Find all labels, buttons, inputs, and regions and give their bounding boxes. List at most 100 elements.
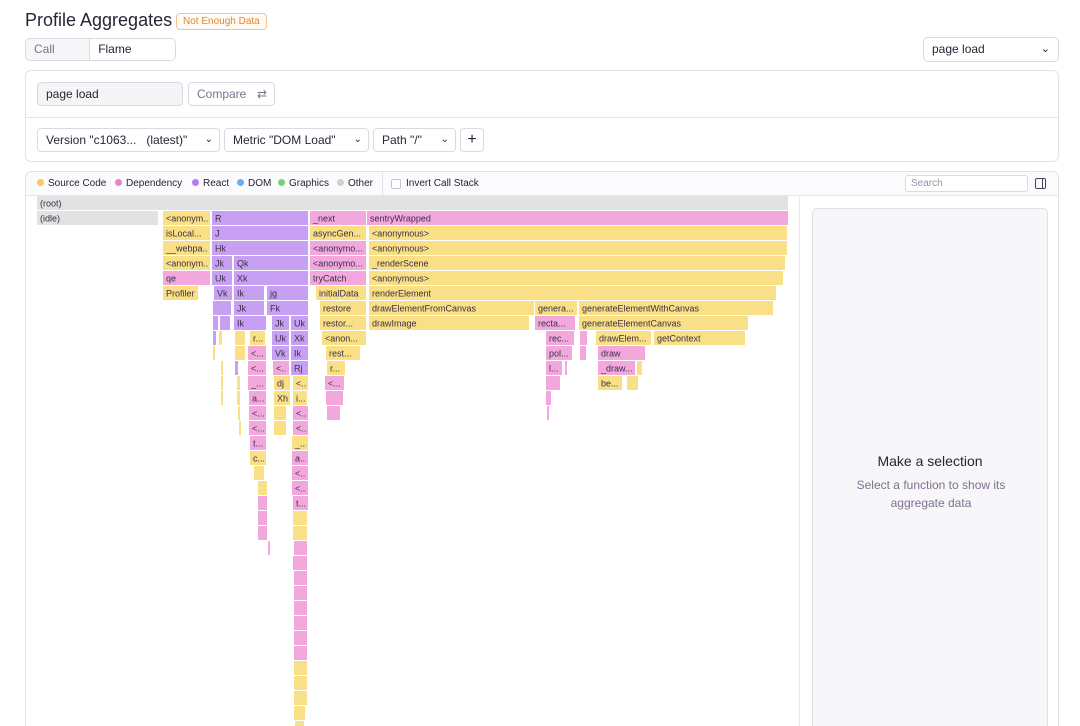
flame-frame-rect[interactable] bbox=[254, 466, 264, 480]
flame-frame[interactable] bbox=[326, 391, 343, 405]
flame-frame[interactable]: Uk bbox=[291, 316, 308, 330]
flame-frame[interactable] bbox=[327, 406, 340, 420]
flame-frame[interactable] bbox=[546, 376, 560, 390]
flame-frame-rect[interactable] bbox=[292, 481, 308, 495]
flame-frame[interactable]: dj bbox=[274, 376, 290, 390]
flame-frame-rect[interactable] bbox=[294, 646, 307, 660]
flame-frame[interactable]: Ik bbox=[291, 346, 308, 360]
flame-frame-rect[interactable] bbox=[234, 301, 264, 315]
flame-graph[interactable]: (root) (idle) <anonym... R _next sentryWrappe… bbox=[26, 196, 796, 726]
flame-frame-rect[interactable] bbox=[235, 346, 245, 360]
flame-frame-rect[interactable] bbox=[367, 211, 788, 225]
flame-frame-rect[interactable] bbox=[238, 406, 240, 420]
flame-frame[interactable] bbox=[294, 676, 307, 690]
flame-frame[interactable] bbox=[213, 316, 218, 330]
flame-frame[interactable] bbox=[213, 331, 216, 345]
flame-frame-rect[interactable] bbox=[258, 481, 267, 495]
flame-frame-rect[interactable] bbox=[294, 571, 307, 585]
flame-frame-rect[interactable] bbox=[293, 556, 307, 570]
flame-frame[interactable]: _... bbox=[248, 376, 266, 390]
flame-frame[interactable]: l... bbox=[546, 361, 562, 375]
flame-frame-rect[interactable] bbox=[213, 346, 215, 360]
flame-frame-rect[interactable] bbox=[547, 406, 549, 420]
flame-frame-rect[interactable] bbox=[316, 286, 366, 300]
flame-frame[interactable] bbox=[254, 466, 264, 480]
flame-frame-rect[interactable] bbox=[250, 451, 266, 465]
flame-frame-rect[interactable] bbox=[272, 346, 289, 360]
add-filter-button[interactable]: + bbox=[460, 128, 484, 152]
flame-frame[interactable]: Jk bbox=[212, 256, 232, 270]
flame-frame-rect[interactable] bbox=[272, 316, 289, 330]
flame-frame-rect[interactable] bbox=[565, 361, 567, 375]
flame-frame-rect[interactable] bbox=[294, 676, 307, 690]
flame-frame-rect[interactable] bbox=[267, 301, 308, 315]
filter-version[interactable]: Version "c1063... (latest)" ⌄ bbox=[37, 128, 220, 152]
flame-frame[interactable]: <... bbox=[293, 376, 309, 390]
flame-frame[interactable] bbox=[258, 496, 267, 510]
flame-frame-rect[interactable] bbox=[320, 301, 366, 315]
flame-frame-rect[interactable] bbox=[369, 256, 785, 270]
flame-frame-rect[interactable] bbox=[293, 421, 308, 435]
flame-frame[interactable]: _next bbox=[310, 211, 366, 225]
flame-frame[interactable]: Uk bbox=[212, 271, 232, 285]
flame-frame[interactable]: generateElementWithCanvas bbox=[579, 301, 773, 315]
flame-frame-rect[interactable] bbox=[294, 691, 307, 705]
flame-frame[interactable] bbox=[295, 721, 304, 726]
flame-frame-rect[interactable] bbox=[258, 496, 267, 510]
flame-frame[interactable] bbox=[235, 361, 238, 375]
flame-frame[interactable]: Qk bbox=[234, 256, 308, 270]
flame-frame[interactable] bbox=[294, 586, 307, 600]
flame-frame-rect[interactable] bbox=[234, 271, 308, 285]
flame-frame-rect[interactable] bbox=[250, 331, 265, 345]
flame-frame-rect[interactable] bbox=[293, 391, 307, 405]
flame-frame-rect[interactable] bbox=[248, 376, 266, 390]
flame-frame-rect[interactable] bbox=[369, 286, 776, 300]
flame-frame-rect[interactable] bbox=[327, 361, 345, 375]
flame-frame[interactable]: Vk bbox=[214, 286, 232, 300]
flame-frame[interactable] bbox=[294, 646, 307, 660]
flame-frame-rect[interactable] bbox=[295, 721, 304, 726]
flame-frame-rect[interactable] bbox=[213, 316, 218, 330]
flame-frame[interactable] bbox=[274, 406, 286, 420]
flame-frame[interactable]: <anonym... bbox=[163, 211, 211, 225]
flame-frame[interactable]: a... bbox=[292, 451, 308, 465]
flame-frame[interactable] bbox=[258, 511, 267, 525]
flame-frame-rect[interactable] bbox=[212, 226, 308, 240]
flame-frame-rect[interactable] bbox=[327, 406, 340, 420]
flame-frame-rect[interactable] bbox=[310, 271, 366, 285]
flame-frame[interactable]: (root) bbox=[37, 196, 788, 210]
flame-frame[interactable]: isLocal... bbox=[163, 226, 210, 240]
flame-frame[interactable]: renderElement bbox=[369, 286, 776, 300]
flame-frame[interactable] bbox=[293, 556, 307, 570]
flame-frame-rect[interactable] bbox=[369, 301, 534, 315]
flame-frame[interactable]: Profiler bbox=[163, 286, 198, 300]
flame-frame-rect[interactable] bbox=[627, 376, 638, 390]
flame-frame-rect[interactable] bbox=[163, 241, 210, 255]
flame-frame-rect[interactable] bbox=[294, 661, 307, 675]
flame-frame-rect[interactable] bbox=[310, 256, 366, 270]
flame-frame[interactable]: <... bbox=[273, 361, 289, 375]
page-select-dropdown[interactable]: page load ⌄ bbox=[923, 37, 1059, 62]
flame-frame[interactable]: <anonymous> bbox=[369, 271, 783, 285]
flame-frame[interactable]: rest... bbox=[326, 346, 360, 360]
flame-frame-rect[interactable] bbox=[235, 361, 238, 375]
flame-frame-rect[interactable] bbox=[580, 331, 587, 345]
flame-frame-rect[interactable] bbox=[579, 316, 748, 330]
flame-frame-rect[interactable] bbox=[294, 631, 307, 645]
flame-frame-rect[interactable] bbox=[213, 331, 216, 345]
flame-frame[interactable] bbox=[294, 706, 305, 720]
flame-frame-rect[interactable] bbox=[546, 361, 562, 375]
flame-frame-rect[interactable] bbox=[234, 316, 266, 330]
flame-frame-rect[interactable] bbox=[163, 226, 210, 240]
flame-frame[interactable]: rec... bbox=[546, 331, 574, 345]
flame-frame[interactable]: <... bbox=[248, 346, 266, 360]
flame-frame[interactable]: <... bbox=[293, 406, 309, 420]
flame-frame[interactable] bbox=[235, 346, 245, 360]
flame-frame-rect[interactable] bbox=[163, 211, 210, 225]
flame-frame-rect[interactable] bbox=[258, 526, 267, 540]
flame-frame[interactable] bbox=[238, 406, 240, 420]
flame-frame-rect[interactable] bbox=[273, 361, 289, 375]
flame-frame[interactable]: genera... bbox=[535, 301, 577, 315]
flame-frame[interactable] bbox=[268, 541, 270, 555]
flame-frame[interactable]: c... bbox=[250, 451, 266, 465]
